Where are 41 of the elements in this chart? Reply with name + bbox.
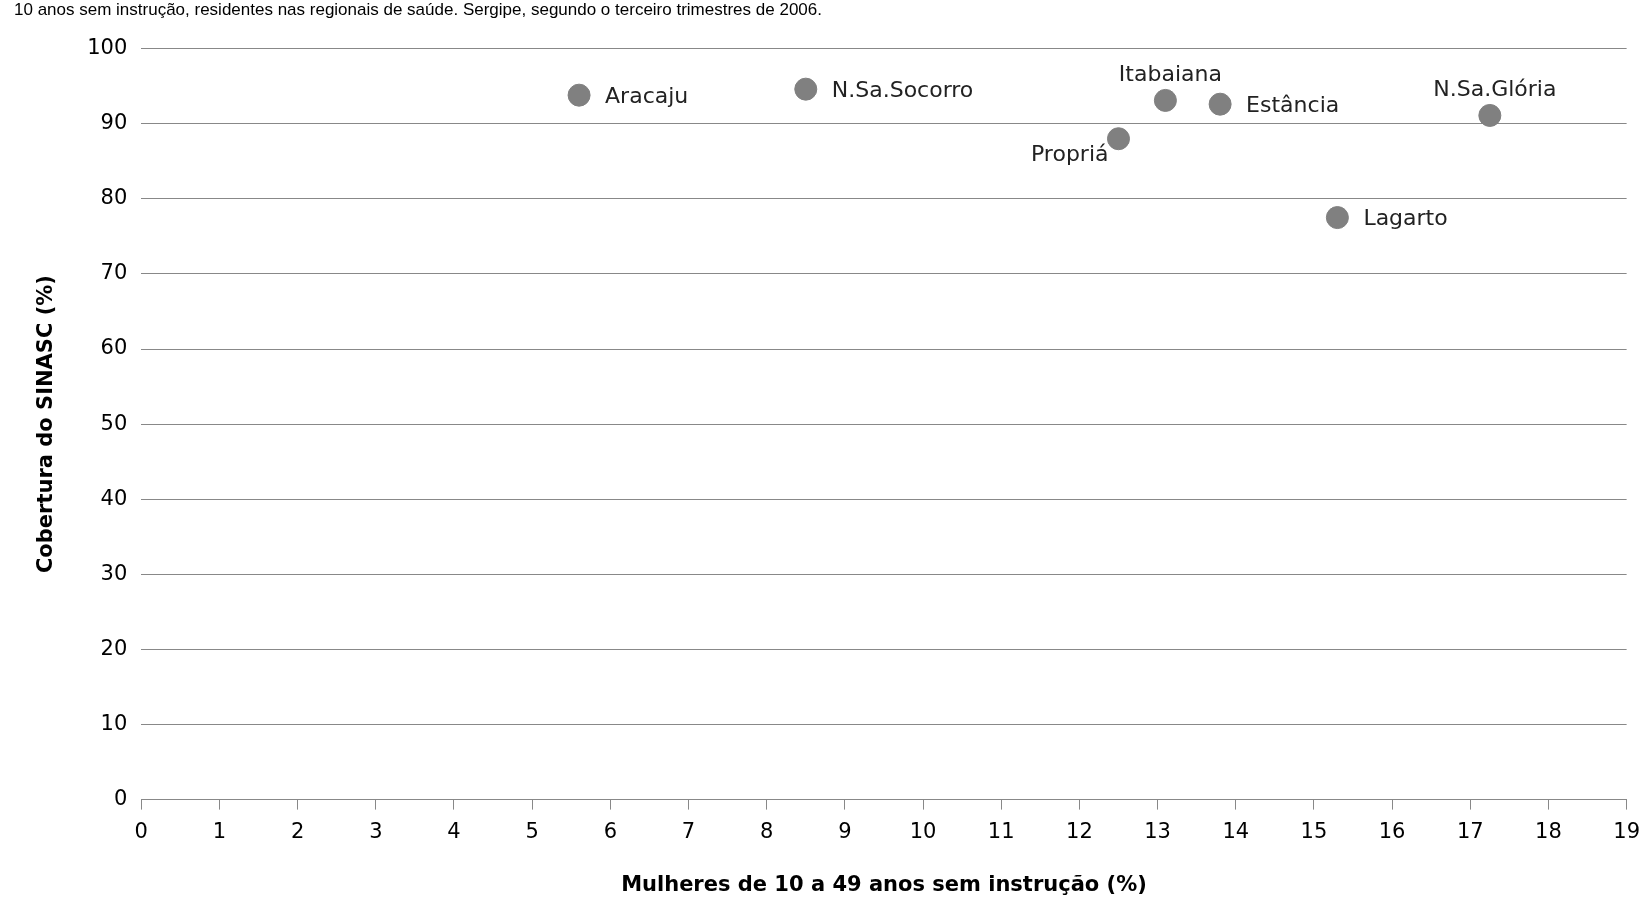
x-tick-label: 16 (1378, 818, 1406, 843)
x-tick-label: 0 (134, 818, 148, 843)
chart-title: 10 anos sem instrução, residentes nas regionais de saúde. Sergipe, segundo o terceiro trimestres de 2006. (14, 0, 822, 20)
y-tick-label: 70 (100, 260, 128, 285)
y-tick-label: 90 (100, 110, 128, 135)
y-tick-label: 10 (100, 710, 128, 735)
x-tick-label: 7 (681, 818, 696, 843)
x-tick-label: 4 (447, 818, 461, 843)
annotation: Estância (1246, 91, 1340, 117)
x-tick-label: 17 (1456, 818, 1484, 843)
x-tick-label: 8 (760, 818, 774, 843)
x-tick-label: 9 (838, 818, 852, 843)
y-tick-label: 80 (100, 185, 128, 210)
annotation: N.Sa.Glória (1433, 76, 1557, 102)
y-tick-label: 50 (100, 410, 128, 435)
x-tick-label: 11 (987, 818, 1015, 843)
x-tick-label: 19 (1613, 818, 1641, 843)
x-tick-label: 1 (212, 818, 227, 843)
x-tick-label: 3 (369, 818, 383, 843)
y-tick-label: 40 (100, 485, 128, 510)
x-tick-label: 2 (290, 818, 305, 843)
y-tick-label: 60 (100, 335, 128, 360)
annotation: Propriá (1030, 141, 1109, 167)
y-tick-label: 100 (87, 35, 128, 60)
x-tick-label: 5 (525, 818, 539, 843)
x-tick-label: 10 (909, 818, 937, 843)
y-tick-label: 20 (100, 635, 128, 660)
x-tick-label: 14 (1222, 818, 1250, 843)
x-tick-label: 6 (603, 818, 618, 843)
y-tick-label: 30 (100, 560, 128, 585)
x-tick-label: 12 (1066, 818, 1093, 843)
annotation: Itabaiana (1118, 61, 1222, 87)
x-tick-label: 13 (1144, 818, 1171, 843)
annotation: Lagarto (1363, 205, 1448, 231)
y-axis-title: Cobertura do SINASC (%) (33, 275, 58, 574)
x-tick-label: 18 (1535, 818, 1562, 843)
x-axis-title: Mulheres de 10 a 49 anos sem instrução (%) (621, 871, 1147, 896)
y-tick-label: 0 (113, 786, 128, 811)
annotation: Aracaju (605, 82, 689, 108)
annotation: N.Sa.Socorro (831, 76, 974, 102)
x-tick-label: 15 (1300, 818, 1328, 843)
